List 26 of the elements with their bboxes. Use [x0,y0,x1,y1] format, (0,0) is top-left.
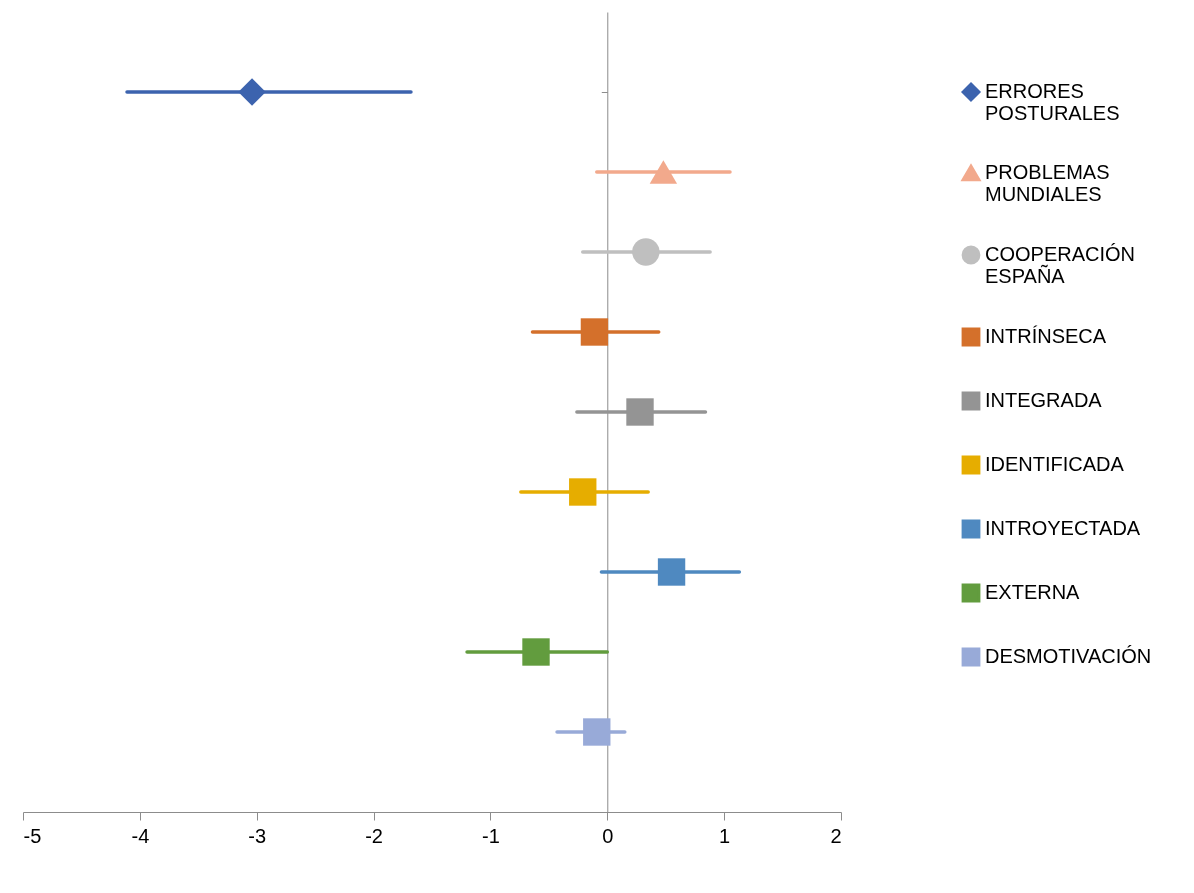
point [569,478,597,506]
x-tick-label: 2 [830,824,842,847]
legend-label: IDENTIFICADA [985,453,1125,475]
x-tick-label: -3 [248,824,267,847]
legend-label: INTRÍNSECA [985,325,1107,347]
x-tick-label: -1 [482,824,500,847]
x-tick-label: -5 [23,824,42,847]
x-tick-label: -4 [131,824,150,847]
legend-label: DESMOTIVACIÓN [985,645,1152,667]
legend-label: COOPERACIÓN ESPAÑA [985,243,1136,287]
point [657,558,686,586]
legend-label: INTEGRADA [985,389,1103,411]
x-tick-label: -2 [365,824,383,847]
legend-label: EXTERNA [985,581,1081,603]
legend-label: ERRORES POSTURALES [985,80,1120,124]
x-tick-label: 0 [602,824,614,847]
point [522,638,550,666]
point [632,238,660,266]
legend-label: PROBLEMAS MUNDIALES [985,161,1110,205]
point [583,718,611,746]
point [626,398,654,426]
point [238,78,266,106]
point [580,318,609,346]
point [649,160,678,184]
x-tick-label: 1 [719,824,731,847]
legend-label: INTROYECTADA [985,517,1141,539]
